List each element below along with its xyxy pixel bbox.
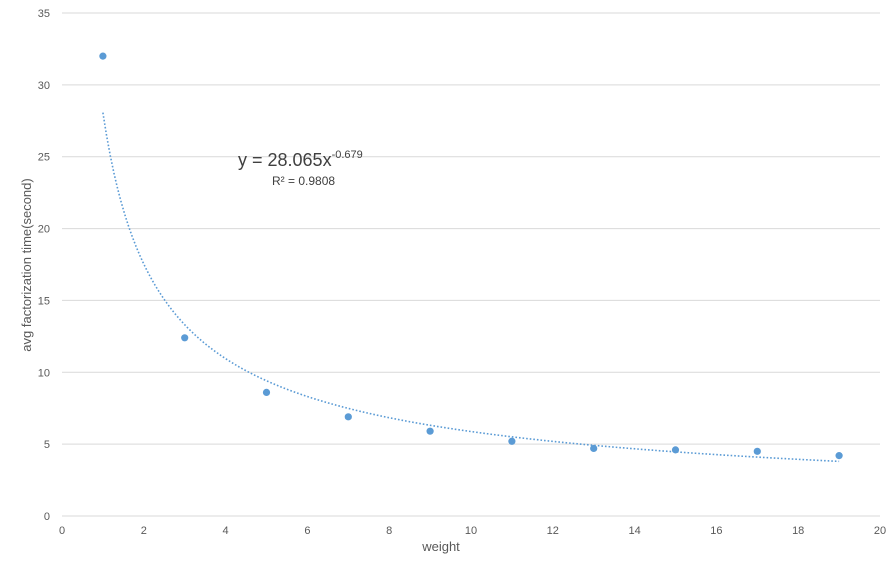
y-tick-label-25: 25 bbox=[38, 152, 50, 164]
y-tick-label-5: 5 bbox=[44, 439, 50, 451]
x-tick-label-10: 10 bbox=[465, 525, 477, 537]
data-point-0-6 bbox=[590, 444, 598, 453]
data-point-0-3 bbox=[344, 413, 352, 421]
grid-lines bbox=[62, 12, 880, 517]
data-point-0-2 bbox=[262, 388, 271, 397]
data-point-0-5 bbox=[508, 437, 516, 445]
x-axis-ticks: 0 2 4 6 8 10 12 14 16 18 20 bbox=[59, 525, 886, 537]
x-tick-label-6: 6 bbox=[304, 525, 310, 537]
y-axis-title: avg factorization time(second) bbox=[19, 178, 34, 351]
x-tick-label-8: 8 bbox=[386, 525, 392, 537]
y-tick-label-35: 35 bbox=[38, 8, 50, 20]
data-points bbox=[99, 52, 843, 460]
data-point-0-8 bbox=[753, 447, 761, 455]
trendline bbox=[102, 112, 840, 463]
y-tick-label-10: 10 bbox=[38, 367, 50, 379]
y-axis-ticks: 0 5 10 15 20 25 30 35 bbox=[38, 8, 50, 523]
y-tick-label-30: 30 bbox=[38, 80, 50, 92]
data-point-0-0 bbox=[99, 52, 107, 60]
y-tick-label-0: 0 bbox=[44, 511, 50, 523]
data-point-0-4 bbox=[426, 427, 434, 435]
x-tick-label-12: 12 bbox=[547, 525, 559, 537]
r-squared-label: R² = 0.9808 bbox=[272, 174, 335, 188]
x-tick-label-16: 16 bbox=[710, 525, 722, 537]
x-tick-label-4: 4 bbox=[223, 525, 229, 537]
trendline-equation-exponent: -0.679 bbox=[332, 149, 363, 161]
x-axis-title: weight bbox=[421, 539, 460, 554]
y-tick-label-20: 20 bbox=[38, 224, 50, 236]
y-tick-label-15: 15 bbox=[38, 295, 50, 307]
x-tick-label-2: 2 bbox=[141, 525, 147, 537]
x-tick-label-0: 0 bbox=[59, 525, 65, 537]
x-tick-label-14: 14 bbox=[628, 525, 640, 537]
x-tick-label-20: 20 bbox=[874, 525, 886, 537]
trendline-equation-main: y = 28.065x bbox=[238, 150, 332, 170]
data-point-0-7 bbox=[671, 446, 680, 454]
x-tick-label-18: 18 bbox=[792, 525, 804, 537]
data-point-0-1 bbox=[181, 334, 189, 342]
data-point-0-9 bbox=[835, 452, 843, 460]
trendline-equation: y = 28.065x-0.679 bbox=[238, 149, 363, 170]
